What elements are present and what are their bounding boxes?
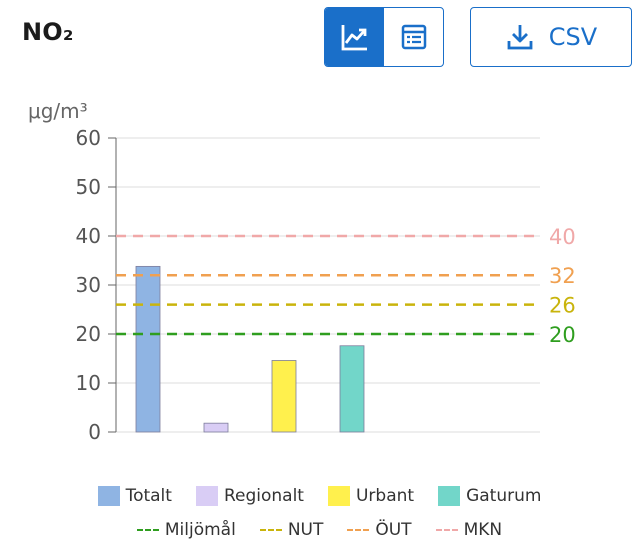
bar-regionalt <box>203 422 229 433</box>
legend-item: ÖUT <box>347 520 412 540</box>
chart-view-button[interactable] <box>325 8 384 66</box>
legend-label: ÖUT <box>375 520 412 540</box>
y-tick-label: 30 <box>76 273 101 297</box>
bar-gaturum <box>339 345 365 433</box>
bar-totalt <box>135 265 161 433</box>
legend-dash <box>347 529 370 531</box>
y-tick-label: 20 <box>76 322 101 346</box>
csv-download-button[interactable]: CSV <box>470 7 632 67</box>
legend-swatch <box>327 486 350 506</box>
legend-swatch <box>438 486 461 506</box>
legend-item: Miljömål <box>136 520 236 540</box>
y-tick-label: 50 <box>76 175 101 199</box>
legend-reference-lines: Miljömål NUT ÖUT MKN <box>0 520 639 540</box>
legend-dash <box>259 529 282 531</box>
legend-item: Regionalt <box>195 486 304 506</box>
legend-label: Miljömål <box>164 520 236 540</box>
legend-label: Regionalt <box>223 486 304 506</box>
csv-label: CSV <box>548 23 598 51</box>
legend-swatch <box>97 486 120 506</box>
legend-label: MKN <box>463 520 503 540</box>
legend-dash <box>435 529 458 531</box>
y-tick-label: 10 <box>76 371 101 395</box>
legend-item: NUT <box>259 520 324 540</box>
line-chart-icon <box>341 25 367 51</box>
legend-swatch <box>195 486 218 506</box>
legend-item: MKN <box>435 520 503 540</box>
legend-item: Urbant <box>327 486 415 506</box>
legend: Totalt Regionalt Urbant Gaturum Miljömål NUT… <box>0 486 639 540</box>
reference-line-label: 26 <box>549 294 576 318</box>
legend-label: Urbant <box>355 486 415 506</box>
bar-chart: μg/m³ 0 10 20 30 40 50 60 20 26 32 40 <box>28 99 576 444</box>
legend-item: Totalt <box>97 486 172 506</box>
download-icon <box>507 25 533 50</box>
table-view-button[interactable] <box>384 8 443 66</box>
view-toggle[interactable] <box>324 7 444 67</box>
legend-series: Totalt Regionalt Urbant Gaturum <box>0 486 639 506</box>
legend-item: Gaturum <box>438 486 541 506</box>
legend-label: Gaturum <box>466 486 542 506</box>
y-tick-label: 60 <box>76 126 101 150</box>
table-icon <box>401 24 426 50</box>
legend-label: Totalt <box>125 486 172 506</box>
y-unit-label: μg/m³ <box>28 99 88 123</box>
reference-line-label: 40 <box>549 225 576 249</box>
y-tick-label: 0 <box>88 420 101 444</box>
legend-dash <box>136 529 159 531</box>
y-tick-label: 40 <box>76 224 101 248</box>
reference-line-label: 20 <box>549 323 576 347</box>
legend-label: NUT <box>287 520 324 540</box>
bar-urbant <box>271 360 297 433</box>
reference-line-label: 32 <box>549 264 576 288</box>
chart-title: NO₂ <box>22 18 74 46</box>
